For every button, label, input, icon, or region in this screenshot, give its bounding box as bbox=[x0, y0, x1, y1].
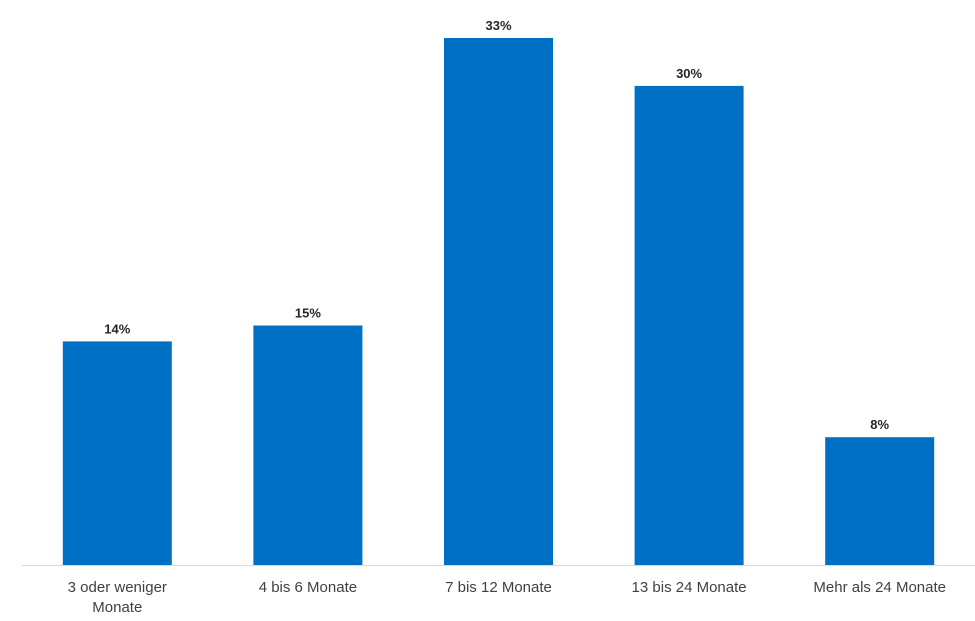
bars-layer bbox=[62, 38, 935, 566]
category-label-line: 13 bis 24 Monate bbox=[632, 579, 747, 596]
bar-4-bis-6-monate bbox=[253, 325, 363, 565]
bar-7-bis-12-monate bbox=[444, 38, 553, 565]
category-label-3-oder-weniger-monate: 3 oder weniger Monate bbox=[68, 579, 167, 616]
bar-mehr-als-24-monate bbox=[825, 437, 935, 565]
bar-3-oder-weniger-monate bbox=[62, 341, 172, 565]
value-label-3-oder-weniger-monate: 14% bbox=[104, 321, 130, 336]
category-labels-layer: 3 oder weniger Monate 4 bis 6 Monate 7 bis … bbox=[68, 579, 946, 616]
value-label-mehr-als-24-monate: 8% bbox=[870, 417, 889, 432]
category-label-line: 4 bis 6 Monate bbox=[259, 579, 357, 596]
category-label-7-bis-12-monate: 7 bis 12 Monate bbox=[445, 579, 552, 596]
category-label-line: 7 bis 12 Monate bbox=[445, 579, 552, 596]
category-label-line: 3 oder weniger bbox=[68, 579, 167, 596]
value-label-13-bis-24-monate: 30% bbox=[676, 66, 702, 81]
category-label-4-bis-6-monate: 4 bis 6 Monate bbox=[259, 579, 357, 596]
category-label-line: Mehr als 24 Monate bbox=[813, 579, 946, 596]
category-label-line: Monate bbox=[92, 599, 142, 616]
bar-13-bis-24-monate bbox=[634, 85, 744, 566]
value-labels-layer: 14% 15% 33% 30% 8% bbox=[104, 18, 889, 432]
value-label-7-bis-12-monate: 33% bbox=[485, 18, 511, 33]
category-label-mehr-als-24-monate: Mehr als 24 Monate bbox=[813, 579, 946, 596]
category-label-13-bis-24-monate: 13 bis 24 Monate bbox=[632, 579, 747, 596]
value-label-4-bis-6-monate: 15% bbox=[295, 306, 321, 321]
